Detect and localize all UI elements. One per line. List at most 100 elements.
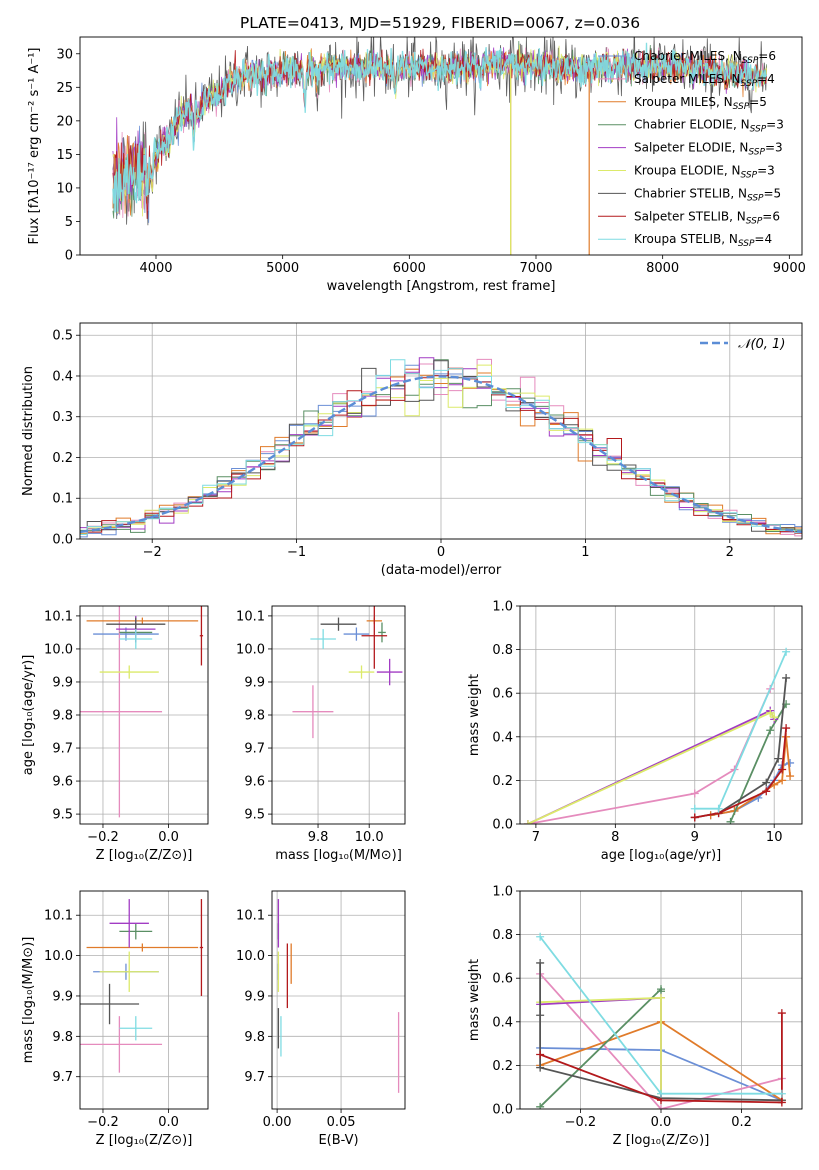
x-tick-label: 7: [532, 830, 540, 845]
x-tick-label: 9.8: [308, 830, 329, 845]
y-axis-label: age [log₁₀(age/yr)]: [21, 655, 36, 776]
y-tick-label: 9.6: [52, 775, 73, 790]
axes-frame: [519, 605, 803, 825]
y-tick-label: 9.8: [52, 709, 73, 724]
errorbar-salpeter-miles: [292, 685, 334, 739]
y-tick-label: 1.0: [492, 885, 513, 900]
y-tick-label: 9.9: [244, 675, 265, 690]
y-tick-label: 9.9: [244, 989, 265, 1004]
weight-marker-chabrier-elodie: [726, 817, 735, 824]
y-tick-label: 10.1: [236, 909, 265, 924]
weight-marker-salpeter-miles: [690, 789, 699, 798]
weight-line-chabrier-miles: [710, 762, 791, 817]
x-tick-label: −0.2: [87, 830, 119, 845]
weight-marker-kroupa-stelib: [714, 804, 723, 813]
errorbar-kroupa-elodie: [99, 665, 159, 679]
weight-marker-kroupa-stelib: [690, 804, 699, 813]
weight-marker-kroupa-stelib: [536, 932, 545, 941]
x-tick-label: 0: [437, 545, 445, 560]
axes-frame: [79, 322, 803, 540]
errorbar-kroupa-elodie: [99, 951, 159, 992]
x-tick-label: 10.0: [355, 830, 384, 845]
weight-marker-kroupa-elodie: [766, 708, 775, 717]
panel-weight_vs_age: 7 8 9 10 0.0 0.2 0.4 0.6 0.8 1.0 age [log₁₀(age/yr…: [467, 600, 803, 863]
y-tick-label: 9.7: [244, 742, 265, 757]
legend-label-kroupa-stelib: Kroupa STELIB, NSSP=4: [634, 232, 772, 249]
errorbar-kroupa-stelib: [119, 629, 153, 649]
x-tick-label: −1: [287, 545, 306, 560]
y-tick-label: 10.0: [236, 642, 265, 657]
weight-marker-chabrier-stelib: [762, 778, 771, 787]
y-tick-label: 15: [56, 148, 73, 163]
x-tick-label: −2: [143, 545, 162, 560]
weight-marker-salpeter-stelib: [777, 1009, 786, 1018]
errorbar-chabrier-stelib: [320, 617, 357, 631]
y-tick-label: 0.0: [52, 533, 73, 548]
legend-label-salpeter-stelib: Salpeter STELIB, NSSP=6: [634, 209, 780, 226]
x-tick-label: 0.0: [158, 1115, 179, 1130]
errorbar-salpeter-stelib: [199, 899, 204, 996]
y-tick-label: 0.0: [492, 1103, 513, 1118]
x-tick-label: 4000: [139, 261, 172, 276]
x-axis-label: Z [log₁₀(Z/Z⊙)]: [613, 1133, 710, 1148]
y-tick-label: 0.2: [52, 451, 73, 466]
y-tick-label: 10.0: [44, 642, 73, 657]
y-tick-label: 10.0: [44, 949, 73, 964]
y-tick-label: 0.4: [492, 730, 513, 745]
weight-marker-chabrier-stelib: [536, 1063, 545, 1072]
axes-frame: [271, 605, 406, 825]
panel-residuals: −2 −1 0 1 2 0.0 0.1 0.2 0.3 0.4 0.5 (data-model)/er…: [21, 322, 803, 578]
x-tick-label: 0.2: [731, 1115, 752, 1130]
x-tick-label: −0.2: [87, 1115, 119, 1130]
errorbar-kroupa-miles: [86, 943, 199, 952]
weight-marker-salpeter-stelib: [536, 1050, 545, 1059]
weight-marker-kroupa-stelib: [782, 647, 791, 656]
x-tick-label: 0.05: [327, 1115, 356, 1130]
errorbar-kroupa-stelib: [310, 629, 336, 649]
weight-marker-kroupa-elodie: [770, 713, 779, 722]
y-tick-label: 0.1: [52, 492, 73, 507]
weight-line-kroupa-miles: [710, 736, 791, 817]
x-tick-label: 9: [691, 830, 699, 845]
errorbar-kroupa-elodie: [348, 665, 375, 679]
errorbar-chabrier-stelib: [80, 983, 140, 1025]
y-tick-label: 9.8: [244, 1030, 265, 1045]
axes-frame: [79, 36, 803, 256]
weight-marker-chabrier-miles: [786, 758, 795, 767]
y-tick-label: 9.5: [244, 808, 265, 823]
weight-line-chabrier-stelib: [694, 677, 787, 819]
y-tick-label: 0.6: [492, 687, 513, 702]
y-tick-label: 0.2: [492, 1059, 513, 1074]
weight-marker-kroupa-elodie: [657, 993, 665, 1002]
x-tick-label: 0.00: [263, 1115, 292, 1130]
legend-label-normal: 𝒩(0, 1): [738, 337, 785, 352]
y-tick-label: 0.8: [492, 928, 513, 943]
plot-area: [80, 357, 802, 538]
panel-mass_vs_ebv: 0.00 0.05 9.7 9.8 9.9 10.0 10.1 E(B-V): [236, 890, 406, 1148]
panel-mass_vs_Z: −0.2 0.0 9.7 9.8 9.9 10.0 10.1 Z [log₁₀(Z/Z⊙)] m…: [21, 890, 209, 1148]
spectrum-line-kroupa-stelib: [112, 42, 768, 213]
y-tick-label: 1.0: [492, 600, 513, 615]
errorbar-kroupa-stelib: [119, 1016, 153, 1041]
weight-marker-chabrier-elodie: [766, 726, 775, 735]
y-tick-label: 0.5: [52, 329, 73, 344]
errorbar-salpeter-elodie: [376, 658, 403, 686]
y-tick-label: 5: [65, 215, 73, 230]
y-tick-label: 9.7: [244, 1070, 265, 1085]
y-tick-label: 9.5: [52, 808, 73, 823]
weight-marker-kroupa-miles: [778, 776, 787, 785]
errorbar-chabrier-miles: [343, 627, 370, 641]
figure-title: PLATE=0413, MJD=51929, FIBERID=0067, z=0…: [240, 14, 640, 32]
x-tick-label: 8000: [646, 261, 679, 276]
x-axis-label: Z [log₁₀(Z/Z⊙)]: [96, 1133, 193, 1148]
y-tick-label: 20: [56, 114, 73, 129]
x-tick-label: −0.2: [565, 1115, 597, 1130]
plot-area: [536, 932, 786, 1109]
x-axis-label: (data-model)/error: [381, 563, 502, 578]
legend-label-chabrier-miles: Chabrier MILES, NSSP=6: [634, 49, 776, 66]
y-tick-label: 25: [56, 81, 73, 96]
x-tick-label: 5000: [266, 261, 299, 276]
weight-marker-salpeter-stelib: [690, 813, 699, 822]
legend-label-salpeter-miles: Salpeter MILES, NSSP=4: [634, 72, 775, 89]
